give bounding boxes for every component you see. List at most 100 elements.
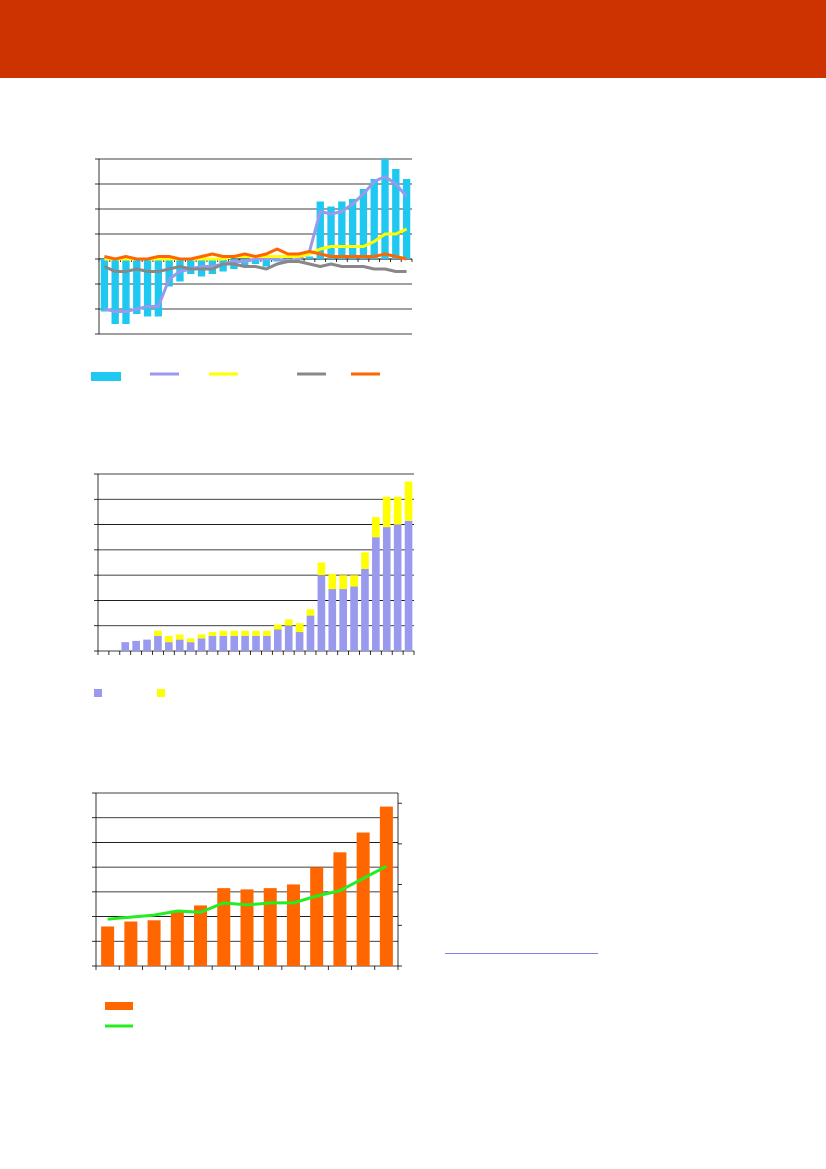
bar-segment — [328, 589, 337, 651]
bar — [381, 159, 389, 259]
bar — [338, 201, 346, 259]
bar — [170, 910, 184, 966]
bar — [230, 259, 238, 269]
bar-segment — [328, 573, 337, 590]
bar — [194, 905, 208, 966]
bar — [101, 926, 115, 966]
bar — [379, 806, 393, 966]
bar-segment — [273, 629, 282, 651]
bar — [240, 889, 254, 966]
series-line — [104, 227, 408, 261]
bar-segment — [165, 642, 173, 651]
bar — [359, 189, 368, 259]
bar — [295, 256, 303, 259]
header-band — [0, 0, 826, 78]
bar-segment — [186, 642, 195, 651]
bar-segment — [284, 625, 293, 651]
bar — [217, 888, 231, 966]
bar — [187, 259, 195, 274]
bar — [263, 888, 277, 966]
bar — [133, 259, 141, 314]
legend-swatch — [94, 689, 102, 697]
bar — [197, 259, 206, 277]
bar-segment — [350, 575, 358, 587]
bar-segment — [372, 516, 380, 538]
bar-segment — [252, 635, 260, 651]
bar-segment — [263, 635, 271, 651]
bar — [392, 169, 400, 259]
bar — [370, 179, 378, 259]
bar-segment — [252, 630, 260, 636]
series-line — [104, 175, 408, 313]
bar — [286, 884, 300, 966]
bar — [165, 259, 173, 287]
bar-segment — [350, 586, 358, 651]
bar — [305, 256, 314, 259]
bar-segment — [186, 638, 195, 643]
bar-segment — [219, 630, 228, 636]
bar-segment — [121, 642, 130, 651]
bar-segment — [197, 638, 206, 651]
bar-segment — [208, 635, 217, 651]
bar — [327, 206, 335, 259]
bar-segment — [317, 562, 326, 576]
bar — [316, 201, 324, 259]
bar — [402, 179, 411, 259]
bar-segment — [230, 635, 239, 651]
bar — [356, 832, 370, 966]
bar-segment — [404, 520, 413, 651]
bar-segment — [175, 634, 184, 640]
bar-segment — [154, 635, 162, 651]
bar-segment — [208, 632, 217, 636]
bar-segment — [339, 589, 347, 651]
bar — [241, 259, 249, 267]
link-underline[interactable] — [445, 953, 598, 954]
bar — [111, 259, 119, 324]
bar — [122, 259, 130, 324]
bar-segment — [317, 575, 326, 651]
series-line — [107, 864, 388, 921]
bar-segment — [263, 630, 271, 636]
bar-segment — [382, 496, 391, 528]
bar-segment — [306, 609, 315, 616]
bar-segment — [273, 624, 282, 630]
bar-segment — [197, 634, 206, 639]
bar-segment — [361, 568, 369, 651]
bar — [147, 920, 161, 966]
bar — [262, 259, 270, 267]
bar — [310, 867, 324, 966]
bar — [154, 259, 163, 317]
bar — [219, 259, 227, 272]
bar-segment — [175, 639, 184, 651]
bar-segment — [132, 640, 140, 651]
bar-segment — [230, 630, 239, 636]
bar-segment — [143, 639, 151, 651]
bar-segment — [241, 635, 249, 651]
legend-swatch — [157, 689, 165, 697]
bar — [273, 259, 281, 262]
bar — [100, 259, 109, 312]
bar-segment — [295, 632, 304, 651]
bar — [333, 852, 347, 966]
bar-segment — [393, 524, 402, 651]
bar-segment — [284, 619, 293, 626]
bar-segment — [393, 496, 402, 525]
bar — [143, 259, 152, 317]
legend-swatch — [91, 372, 121, 381]
bar — [348, 199, 357, 259]
bar-segment — [295, 623, 304, 633]
bar-segment — [404, 481, 413, 521]
bar-segment — [154, 630, 162, 636]
bar-segment — [165, 635, 173, 643]
legend-swatch — [105, 1002, 133, 1010]
bar-segment — [372, 537, 380, 651]
bar — [176, 259, 184, 282]
series-line — [104, 247, 407, 261]
bar-segment — [219, 635, 228, 651]
bar — [208, 259, 216, 274]
bar — [124, 921, 138, 966]
bar — [284, 259, 292, 260]
bar-segment — [241, 630, 249, 636]
series-line — [103, 260, 407, 273]
